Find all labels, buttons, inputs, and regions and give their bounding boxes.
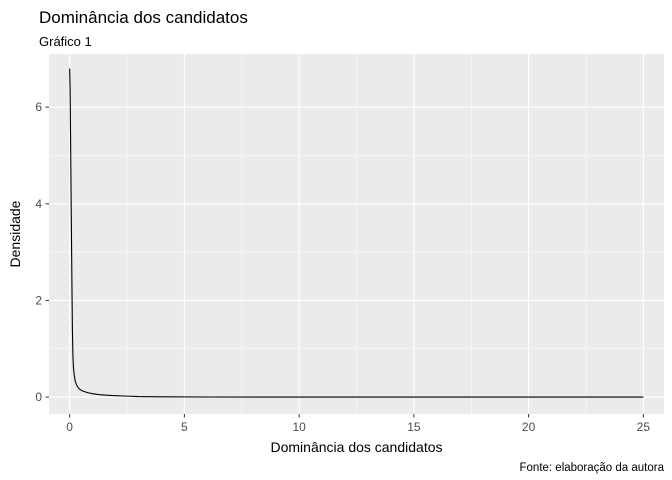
x-tick-label: 15: [407, 420, 421, 434]
x-tick-label: 5: [181, 420, 188, 434]
tick-labels: 0 5 10 15 20 25 0 2 4 6: [35, 100, 650, 434]
chart-caption: Fonte: elaboração da autora: [520, 462, 665, 474]
x-tick-label: 10: [292, 420, 306, 434]
x-tick-label: 20: [522, 420, 536, 434]
y-tick-label: 4: [35, 197, 42, 211]
chart-title: Dominância dos candidatos: [39, 8, 248, 27]
y-tick-label: 0: [35, 390, 42, 404]
y-tick-label: 2: [35, 293, 42, 307]
x-axis-label: Dominância dos candidatos: [271, 439, 443, 455]
x-tick-label: 25: [637, 420, 651, 434]
series-layer: [69, 68, 644, 398]
y-axis-label: Densidade: [7, 200, 23, 267]
x-tick-label: 0: [66, 420, 73, 434]
y-tick-label: 6: [35, 100, 42, 114]
density-line: [69, 68, 644, 398]
chart-subtitle: Gráfico 1: [39, 34, 92, 49]
